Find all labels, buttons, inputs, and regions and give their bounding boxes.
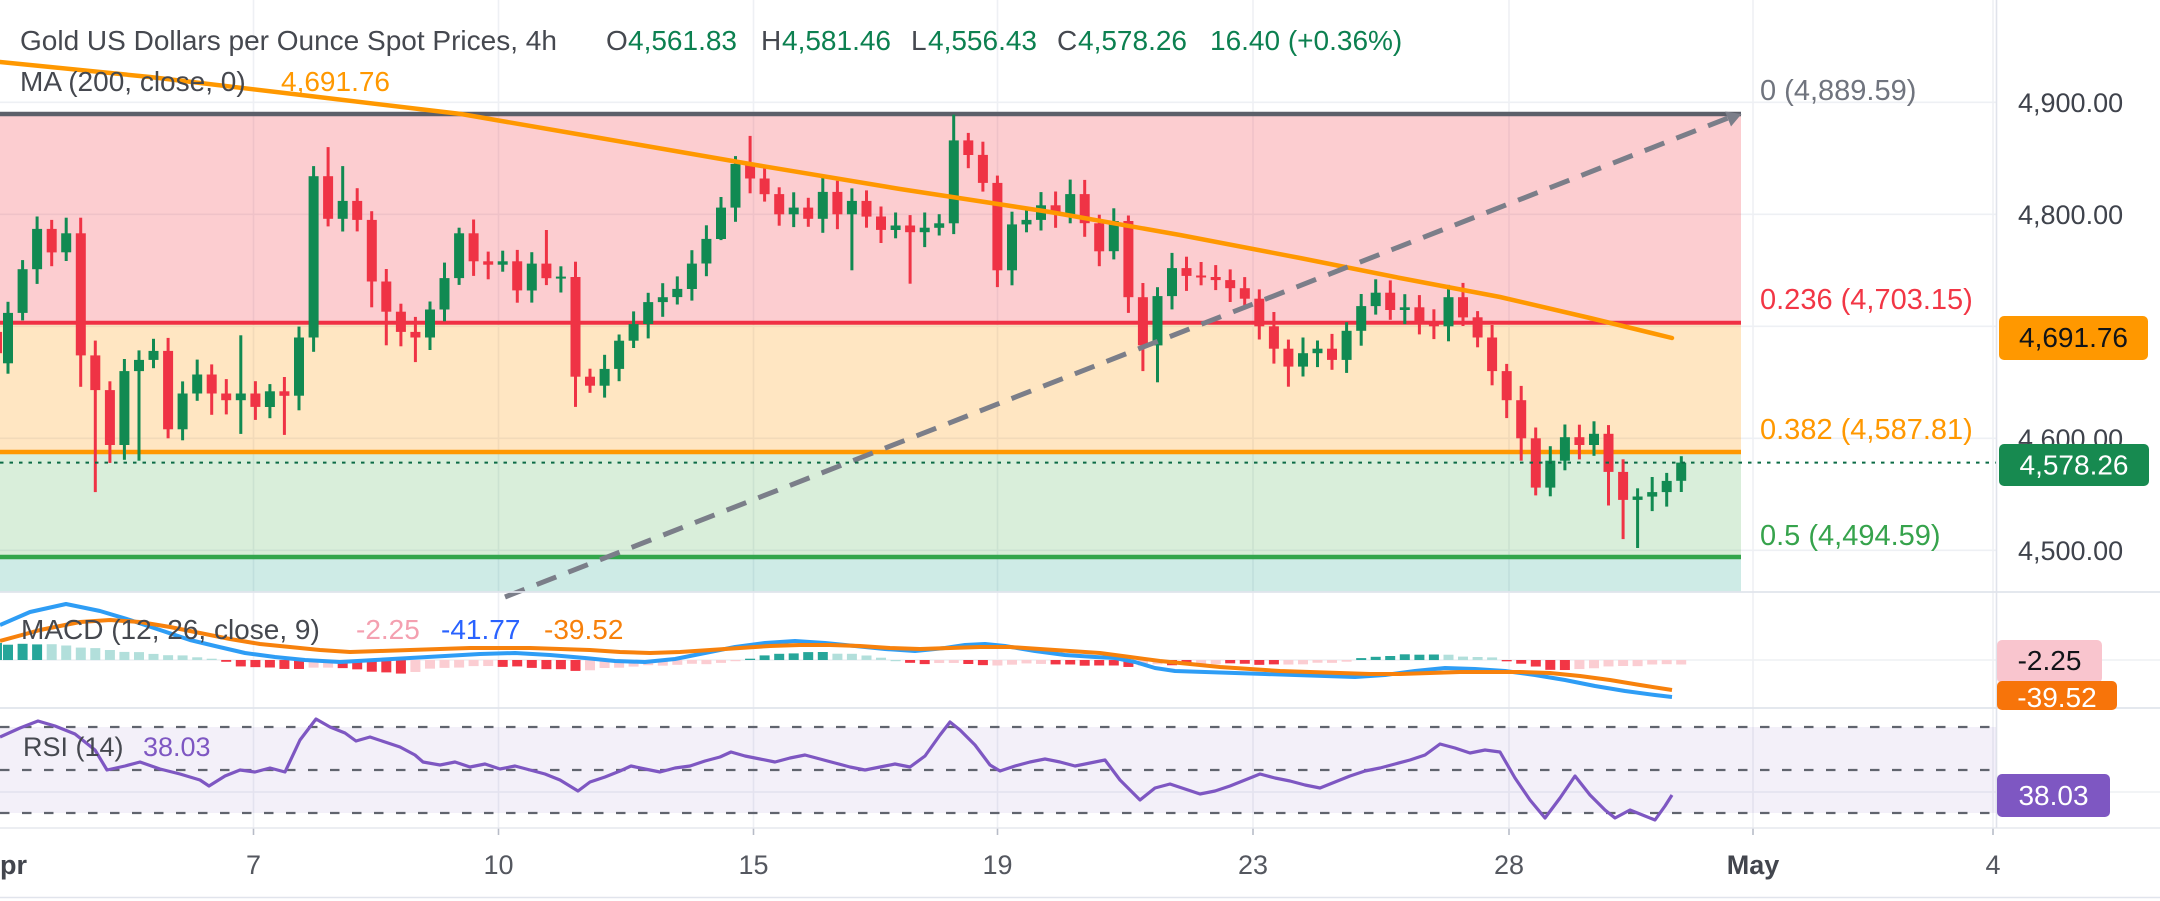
svg-text:23: 23 — [1238, 850, 1268, 880]
svg-text:H: H — [761, 25, 781, 56]
svg-text:pr: pr — [0, 850, 27, 880]
svg-text:4: 4 — [1985, 850, 2000, 880]
svg-text:MACD (12, 26, close, 9): MACD (12, 26, close, 9) — [21, 614, 320, 645]
svg-text:-41.77: -41.77 — [441, 614, 520, 645]
svg-text:38.03: 38.03 — [2018, 780, 2088, 811]
svg-text:-2.25: -2.25 — [356, 614, 420, 645]
svg-text:4,561.83: 4,561.83 — [628, 25, 737, 56]
svg-text:28: 28 — [1494, 850, 1524, 880]
svg-text:0.236 (4,703.15): 0.236 (4,703.15) — [1760, 284, 1973, 316]
svg-text:4,556.43: 4,556.43 — [928, 25, 1037, 56]
svg-text:0.382 (4,587.81): 0.382 (4,587.81) — [1760, 414, 1973, 446]
svg-text:Gold US Dollars per Ounce Spot: Gold US Dollars per Ounce Spot Prices, 4… — [20, 25, 557, 56]
svg-text:38.03: 38.03 — [143, 732, 211, 762]
svg-text:May: May — [1727, 850, 1780, 880]
svg-text:4,578.26: 4,578.26 — [2020, 450, 2129, 481]
svg-text:-39.52: -39.52 — [544, 614, 623, 645]
svg-text:10: 10 — [483, 850, 513, 880]
svg-text:4,691.76: 4,691.76 — [2019, 322, 2128, 353]
svg-text:C: C — [1057, 25, 1077, 56]
svg-text:MA (200, close, 0): MA (200, close, 0) — [20, 66, 246, 97]
svg-text:7: 7 — [246, 850, 261, 880]
svg-text:RSI (14): RSI (14) — [23, 732, 124, 762]
svg-text:0 (4,889.59): 0 (4,889.59) — [1760, 75, 1916, 107]
svg-text:L: L — [911, 25, 927, 56]
svg-text:4,578.26: 4,578.26 — [1078, 25, 1187, 56]
svg-text:0.5 (4,494.59): 0.5 (4,494.59) — [1760, 520, 1941, 552]
svg-text:-39.52: -39.52 — [2017, 682, 2096, 713]
svg-text:4,900.00: 4,900.00 — [2018, 88, 2123, 118]
svg-text:4,691.76: 4,691.76 — [281, 66, 390, 97]
svg-text:-2.25: -2.25 — [2018, 645, 2082, 676]
svg-text:4,581.46: 4,581.46 — [782, 25, 891, 56]
svg-text:19: 19 — [982, 850, 1012, 880]
svg-text:4,800.00: 4,800.00 — [2018, 200, 2123, 230]
svg-text:16.40 (+0.36%): 16.40 (+0.36%) — [1210, 25, 1402, 56]
svg-text:15: 15 — [738, 850, 768, 880]
svg-text:O: O — [606, 25, 628, 56]
svg-text:4,500.00: 4,500.00 — [2018, 536, 2123, 566]
